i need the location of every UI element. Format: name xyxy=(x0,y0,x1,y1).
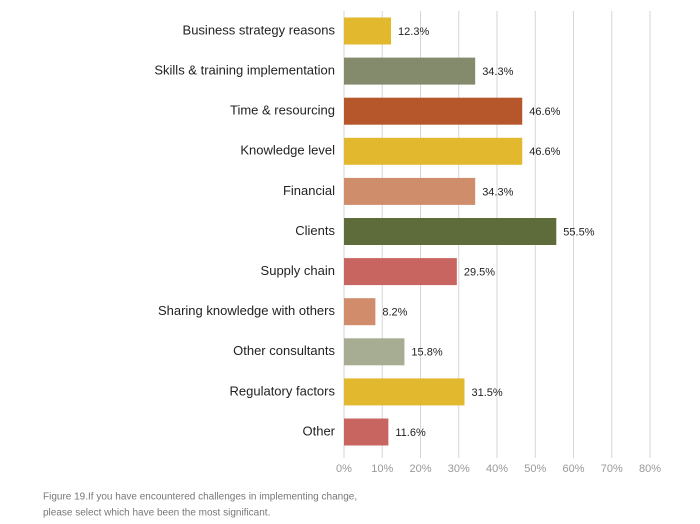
bar xyxy=(344,418,389,446)
value-label: 55.5% xyxy=(563,226,594,238)
bar xyxy=(344,258,457,286)
y-tick-label: Time & resourcing xyxy=(230,103,335,118)
value-label: 31.5% xyxy=(471,387,502,399)
x-tick-label: 80% xyxy=(639,463,661,475)
x-tick-label: 0% xyxy=(336,463,352,475)
y-tick-label: Business strategy reasons xyxy=(183,22,336,37)
y-tick-label: Sharing knowledge with others xyxy=(158,303,336,318)
y-tick-label: Regulatory factors xyxy=(230,383,336,398)
value-label: 29.5% xyxy=(464,267,495,279)
y-tick-label: Knowledge level xyxy=(240,143,335,158)
value-label: 12.3% xyxy=(398,26,429,38)
x-tick-label: 20% xyxy=(409,463,431,475)
bar xyxy=(344,97,523,125)
x-tick-label: 40% xyxy=(486,463,508,475)
value-label: 11.6% xyxy=(395,427,426,439)
caption: please select which have been the most s… xyxy=(43,508,270,519)
bar xyxy=(344,137,523,165)
bar xyxy=(344,298,376,326)
bar xyxy=(344,338,405,366)
bar xyxy=(344,378,465,406)
x-tick-label: 30% xyxy=(448,463,470,475)
y-tick-label: Other consultants xyxy=(233,343,335,358)
x-tick-label: 70% xyxy=(601,463,623,475)
y-tick-label: Clients xyxy=(295,223,335,238)
caption: Figure 19.If you have encountered challe… xyxy=(43,492,357,503)
value-label: 46.6% xyxy=(529,106,560,118)
y-tick-label: Financial xyxy=(283,183,335,198)
value-label: 46.6% xyxy=(529,146,560,158)
value-label: 34.3% xyxy=(482,66,513,78)
value-label: 15.8% xyxy=(411,347,442,359)
x-tick-label: 50% xyxy=(524,463,546,475)
y-tick-label: Other xyxy=(302,423,335,438)
x-tick-label: 60% xyxy=(562,463,584,475)
value-label: 34.3% xyxy=(482,186,513,198)
y-tick-label: Skills & training implementation xyxy=(154,63,335,78)
bar xyxy=(344,17,392,45)
value-label: 8.2% xyxy=(382,307,407,319)
bar xyxy=(344,177,476,205)
x-tick-label: 10% xyxy=(371,463,393,475)
bar xyxy=(344,218,557,245)
bar xyxy=(344,57,476,85)
y-tick-label: Supply chain xyxy=(261,263,335,278)
